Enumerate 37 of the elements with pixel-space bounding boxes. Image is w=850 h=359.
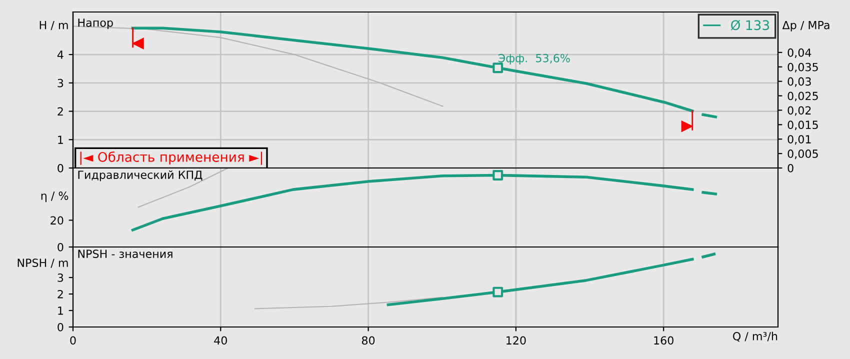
y-axis-title: η / %	[41, 192, 68, 202]
y-tick-label: 2	[58, 290, 63, 298]
y-axis-title: H / m	[40, 21, 68, 30]
y-tick-label: 0	[58, 322, 64, 332]
y2-tick-label: 0	[788, 164, 794, 172]
line-series	[254, 296, 443, 310]
y-axis-title: NPSH / m	[18, 258, 68, 268]
x-tick-label: 160	[654, 336, 674, 345]
y-tick-label: 4	[57, 50, 64, 59]
annotation: NPSH - значения	[78, 250, 172, 258]
x-tick-label: 120	[506, 336, 526, 345]
annotation: Напор	[78, 18, 113, 29]
x-tick-label: 80	[362, 336, 375, 345]
x-tick-label: 40	[214, 336, 227, 345]
x-tick-label: 0	[70, 336, 76, 345]
annotation: |◄ Область применения ►|	[80, 152, 262, 165]
y2-tick-label: 0,015	[788, 120, 818, 130]
y2-tick-label: 0,035	[788, 62, 818, 72]
y2-tick-label: 0,04	[788, 48, 812, 58]
y2-tick-label: 0,01	[788, 135, 811, 145]
y-tick-label: 1	[58, 306, 63, 315]
y-tick-label: 3	[58, 273, 64, 282]
y-tick-label: 1	[58, 136, 63, 144]
y-tick-label: 0	[58, 164, 64, 172]
x-axis-title: Q / m³/h	[733, 332, 778, 342]
y-tick-label: 3	[58, 78, 64, 88]
y-tick-label: 20	[50, 216, 64, 225]
y2-tick-label: 0,025	[788, 92, 818, 102]
y-tick-label: 0	[58, 242, 64, 252]
y-tick-label: 2	[58, 107, 63, 116]
legend-label: Ø 133	[730, 20, 770, 30]
y2-tick-label: 0,005	[788, 150, 818, 160]
y2-axis-title: Δp / MPa	[782, 21, 830, 32]
y2-tick-label: 0,02	[788, 106, 811, 116]
annotation: Гидравлический КПД	[78, 170, 202, 182]
annotation: Эфф. 53,6%	[498, 54, 570, 64]
y2-tick-label: 0,03	[788, 77, 811, 87]
